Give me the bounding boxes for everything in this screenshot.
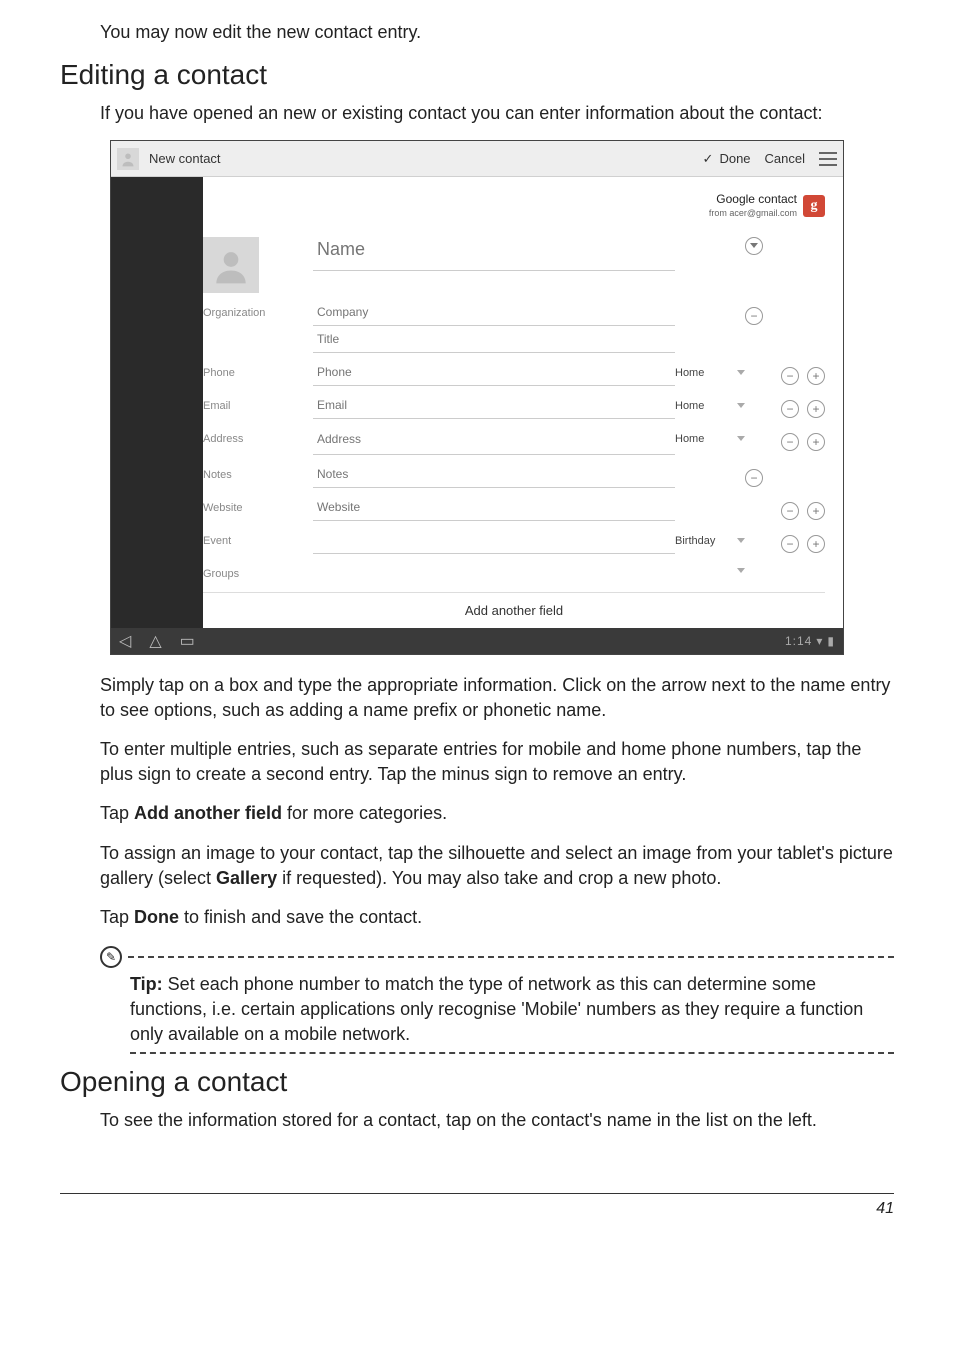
remove-notes-icon[interactable]: − bbox=[745, 469, 763, 487]
expand-name-icon[interactable] bbox=[745, 237, 763, 255]
address-input[interactable] bbox=[313, 425, 675, 455]
done-label: Done bbox=[719, 151, 750, 166]
address-label: Address bbox=[203, 425, 313, 445]
event-input[interactable] bbox=[313, 527, 675, 554]
para-tap-box: Simply tap on a box and type the appropr… bbox=[100, 673, 894, 723]
phone-label: Phone bbox=[203, 359, 313, 379]
remove-event-icon[interactable]: − bbox=[781, 535, 799, 553]
groups-input[interactable] bbox=[313, 560, 675, 586]
name-input[interactable] bbox=[313, 229, 675, 271]
chevron-down-icon bbox=[737, 538, 745, 543]
website-label: Website bbox=[203, 494, 313, 514]
intro-text: You may now edit the new contact entry. bbox=[100, 20, 894, 45]
event-type-selector[interactable]: Birthday bbox=[675, 527, 745, 547]
account-row[interactable]: Google contact from acer@gmail.com g bbox=[203, 187, 825, 228]
email-label: Email bbox=[203, 392, 313, 412]
checkmark-icon: ✓ bbox=[703, 151, 714, 167]
contact-editor-screenshot: New contact ✓ Done Cancel Google contact… bbox=[110, 140, 844, 654]
home-icon[interactable]: △ bbox=[149, 631, 161, 651]
clock-time: 1:14 bbox=[785, 634, 812, 648]
menu-icon[interactable] bbox=[819, 152, 837, 166]
phone-input[interactable] bbox=[313, 359, 675, 386]
organization-label: Organization bbox=[203, 299, 313, 319]
add-event-icon[interactable]: + bbox=[807, 535, 825, 553]
editing-intro-para: If you have opened an new or existing co… bbox=[100, 101, 894, 126]
heading-opening-contact: Opening a contact bbox=[60, 1066, 894, 1098]
chevron-down-icon bbox=[737, 436, 745, 441]
tip-block: ✎ Tip: Set each phone number to match th… bbox=[100, 946, 894, 1054]
para-tap-done: Tap Done to finish and save the contact. bbox=[100, 905, 894, 930]
tip-text: Tip: Set each phone number to match the … bbox=[130, 972, 894, 1048]
google-badge-icon: g bbox=[803, 195, 825, 217]
add-address-icon[interactable]: + bbox=[807, 433, 825, 451]
done-button[interactable]: ✓ Done bbox=[703, 151, 751, 167]
address-type-selector[interactable]: Home bbox=[675, 425, 745, 445]
app-top-bar: New contact ✓ Done Cancel bbox=[111, 141, 843, 177]
contact-form: Google contact from acer@gmail.com g bbox=[203, 177, 843, 627]
account-sub: from acer@gmail.com bbox=[709, 208, 797, 218]
system-tray: ◁ △ ▭ 1:14 ▾ ▮ bbox=[111, 628, 843, 654]
company-input[interactable] bbox=[313, 299, 675, 326]
para-add-field: Tap Add another field for more categorie… bbox=[100, 801, 894, 826]
recent-icon[interactable]: ▭ bbox=[180, 631, 195, 651]
event-label: Event bbox=[203, 527, 313, 547]
title-input[interactable] bbox=[313, 326, 675, 353]
page-number: 41 bbox=[876, 1200, 894, 1218]
website-input[interactable] bbox=[313, 494, 675, 521]
para-opening: To see the information stored for a cont… bbox=[100, 1108, 894, 1133]
back-icon[interactable]: ◁ bbox=[119, 631, 131, 651]
remove-org-icon[interactable]: − bbox=[745, 307, 763, 325]
wifi-icon: ▾ bbox=[816, 634, 823, 648]
add-phone-icon[interactable]: + bbox=[807, 367, 825, 385]
contact-avatar[interactable] bbox=[203, 237, 259, 293]
dark-side-panel bbox=[111, 177, 203, 627]
email-type-selector[interactable]: Home bbox=[675, 392, 745, 412]
remove-address-icon[interactable]: − bbox=[781, 433, 799, 451]
para-multiple-entries: To enter multiple entries, such as separ… bbox=[100, 737, 894, 787]
email-input[interactable] bbox=[313, 392, 675, 419]
notes-input[interactable] bbox=[313, 461, 675, 488]
para-assign-image: To assign an image to your contact, tap … bbox=[100, 841, 894, 891]
chevron-down-icon bbox=[737, 403, 745, 408]
tip-icon: ✎ bbox=[100, 946, 122, 968]
add-email-icon[interactable]: + bbox=[807, 400, 825, 418]
add-another-field-button[interactable]: Add another field bbox=[203, 592, 825, 628]
remove-website-icon[interactable]: − bbox=[781, 502, 799, 520]
page-footer: 41 bbox=[60, 1193, 894, 1218]
add-website-icon[interactable]: + bbox=[807, 502, 825, 520]
account-title: Google contact bbox=[716, 192, 797, 206]
cancel-button[interactable]: Cancel bbox=[765, 151, 805, 166]
phone-type-selector[interactable]: Home bbox=[675, 359, 745, 379]
remove-phone-icon[interactable]: − bbox=[781, 367, 799, 385]
battery-icon: ▮ bbox=[827, 634, 835, 648]
notes-label: Notes bbox=[203, 461, 313, 481]
remove-email-icon[interactable]: − bbox=[781, 400, 799, 418]
heading-editing-contact: Editing a contact bbox=[60, 59, 894, 91]
contact-thumbnail-icon bbox=[117, 148, 139, 170]
chevron-down-icon bbox=[737, 370, 745, 375]
screen-title: New contact bbox=[149, 151, 221, 166]
groups-label: Groups bbox=[203, 560, 313, 580]
chevron-down-icon bbox=[737, 568, 745, 573]
